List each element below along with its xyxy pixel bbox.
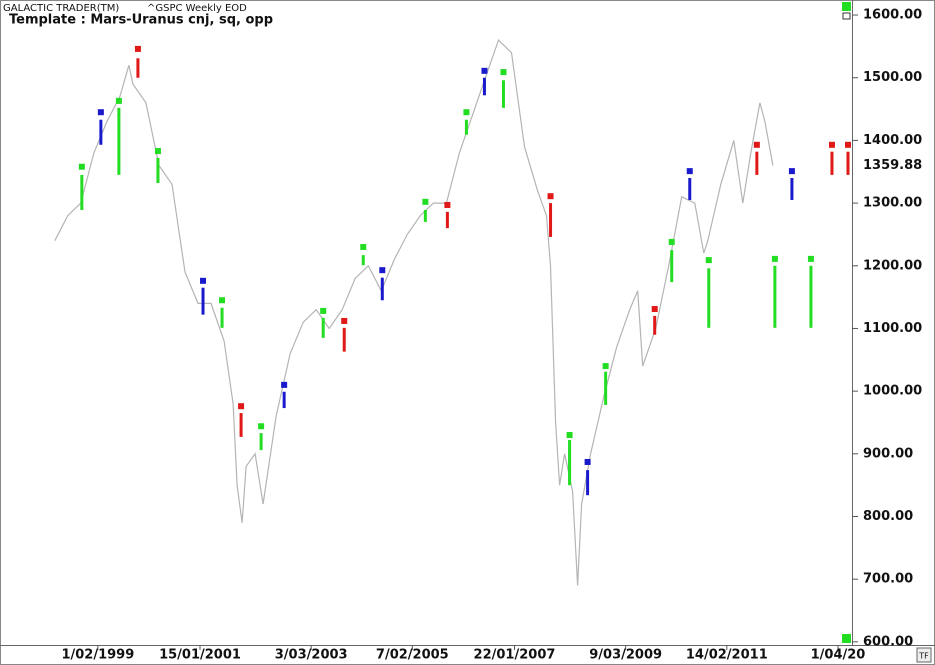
signal-bar: [670, 250, 674, 283]
signal-bar: [380, 277, 384, 301]
app-name: GALACTIC TRADER(TM): [3, 3, 119, 14]
signal-marker: [481, 67, 488, 74]
signal-marker: [360, 243, 367, 250]
signal-marker: [686, 168, 693, 175]
x-tick-label: 1/02/1999: [61, 648, 134, 663]
corner-indicator: [842, 2, 851, 11]
signal-bar: [361, 255, 365, 266]
y-tick-label: 1400.00: [863, 133, 922, 148]
y-tick-label: 1200.00: [863, 258, 922, 273]
signal-marker: [463, 109, 470, 116]
signal-marker: [134, 45, 141, 52]
y-tick-label: 800.00: [863, 509, 913, 524]
signal-bar: [586, 470, 590, 496]
signal-marker: [154, 148, 161, 155]
signal-marker: [78, 163, 85, 170]
signal-bar: [501, 80, 505, 108]
signal-bar: [423, 209, 427, 222]
x-tick-label: 14/02/2011: [686, 648, 768, 663]
signal-marker: [566, 432, 573, 439]
y-tick-label: 700.00: [863, 572, 913, 587]
signal-marker: [753, 141, 760, 148]
y-tick-label: 1500.00: [863, 70, 922, 85]
signal-bar: [568, 440, 572, 486]
signal-marker: [547, 193, 554, 200]
signal-marker: [320, 307, 327, 314]
y-tick-label: 900.00: [863, 446, 913, 461]
y-tick-label: 600.00: [863, 634, 913, 649]
x-tick-label: 3/03/2003: [275, 648, 348, 663]
window-button[interactable]: [842, 12, 851, 20]
signal-bar: [156, 157, 160, 184]
signal-bar: [342, 327, 346, 352]
x-tick-label: 1/04/20: [811, 648, 866, 663]
x-tick-label: 15/01/2001: [159, 648, 241, 663]
signal-marker: [771, 255, 778, 262]
signal-marker: [115, 97, 122, 104]
signal-bar: [445, 211, 449, 229]
signal-bar: [830, 151, 834, 175]
signal-marker: [341, 317, 348, 324]
chart-title: Template : Mars-Uranus cnj, sq, opp: [9, 13, 273, 28]
signal-marker: [705, 257, 712, 264]
signal-marker: [828, 141, 835, 148]
signal-marker: [281, 381, 288, 388]
signal-bar: [549, 203, 553, 237]
signal-bar: [464, 119, 468, 135]
tf-label: TF: [918, 652, 929, 661]
signal-marker: [97, 109, 104, 116]
signal-bar: [282, 391, 286, 409]
signal-marker: [651, 306, 658, 313]
signal-bar: [80, 174, 84, 210]
signal-bar: [604, 371, 608, 405]
signal-bar: [321, 317, 325, 338]
signal-marker: [422, 198, 429, 205]
x-tick-label: 7/02/2005: [376, 648, 449, 663]
signal-bar: [482, 77, 486, 96]
signal-marker: [500, 69, 507, 76]
signal-marker: [200, 277, 207, 284]
signal-bar: [201, 287, 205, 315]
signal-marker: [444, 201, 451, 208]
corner-indicator: [842, 634, 851, 643]
signal-marker: [379, 267, 386, 274]
signal-bar: [99, 119, 103, 145]
signal-marker: [788, 168, 795, 175]
signal-marker: [238, 403, 245, 410]
signal-bar: [259, 433, 263, 451]
signal-bar: [653, 315, 657, 335]
signal-marker: [844, 141, 851, 148]
signal-bar: [136, 58, 140, 78]
signal-bar: [809, 265, 813, 328]
signal-bar: [707, 268, 711, 328]
signal-bar: [220, 307, 224, 328]
signal-marker: [584, 458, 591, 465]
signal-marker: [668, 238, 675, 245]
y-tick-label: 1600.00: [863, 8, 922, 23]
y-tick-label: 1300.00: [863, 196, 922, 211]
signal-bar: [239, 413, 243, 437]
x-tick-label: 9/03/2009: [589, 648, 662, 663]
last-value-label: 1359.88: [863, 158, 922, 173]
signal-marker: [219, 297, 226, 304]
y-tick-label: 1000.00: [863, 384, 922, 399]
signal-bar: [790, 178, 794, 200]
tf-button[interactable]: [916, 647, 932, 663]
y-tick-label: 1100.00: [863, 321, 922, 336]
signal-marker: [258, 423, 265, 430]
signal-bar: [688, 178, 692, 200]
signal-bar: [773, 265, 777, 328]
signal-marker: [602, 363, 609, 370]
symbol: ^GSPC Weekly EOD: [147, 3, 247, 14]
signal-bar: [755, 151, 759, 175]
plot-area: [54, 39, 851, 586]
signal-bar: [117, 107, 121, 175]
x-tick-label: 22/01/2007: [474, 648, 556, 663]
signal-marker: [807, 255, 814, 262]
signal-bar: [846, 151, 850, 175]
